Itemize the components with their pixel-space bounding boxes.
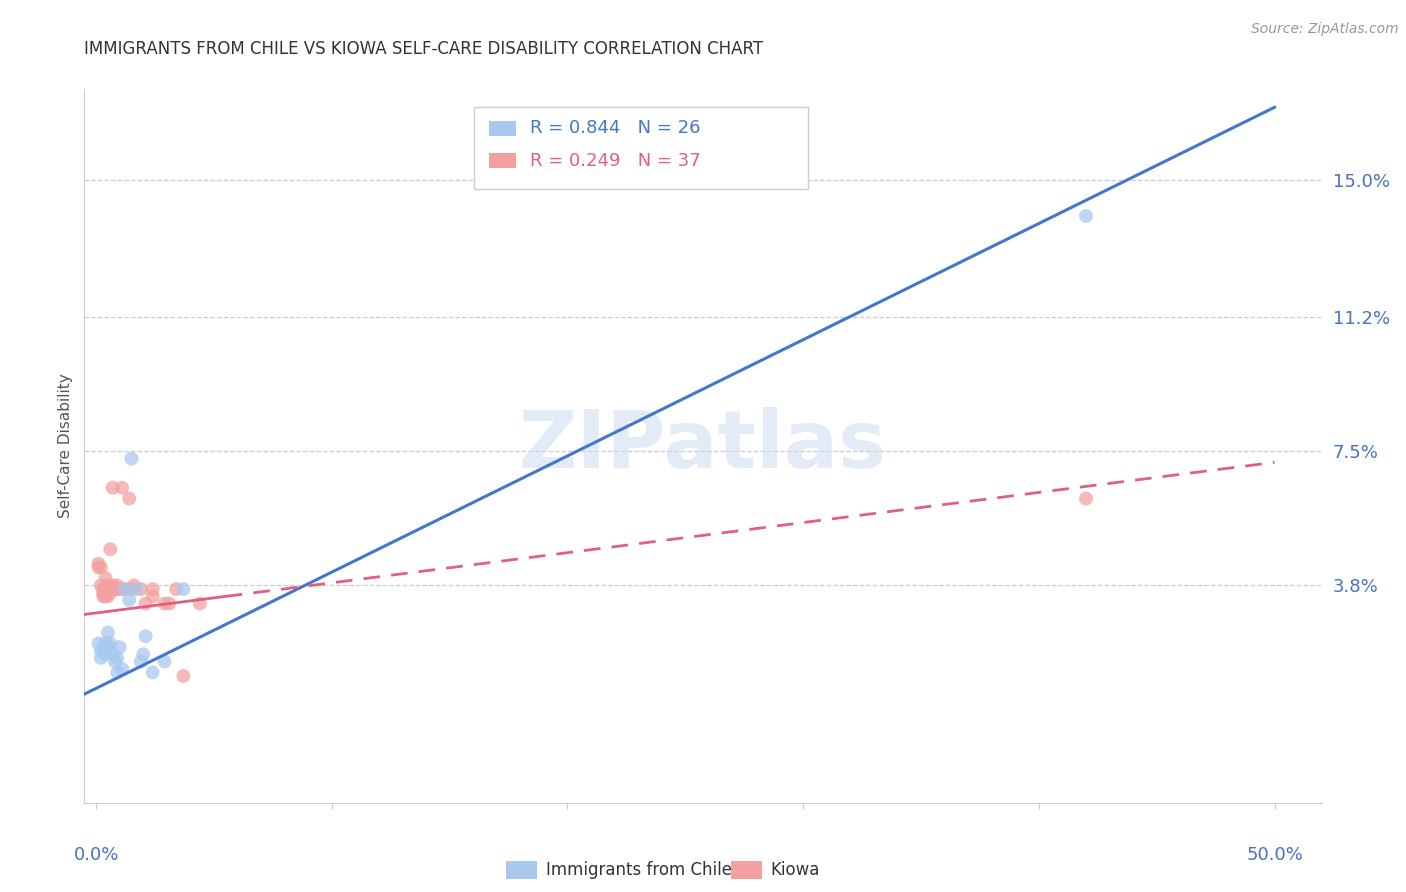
Point (97, 625, 120, 640)
Point (129, 582, 152, 596)
Point (105, 578, 128, 592)
Point (121, 582, 143, 596)
Point (101, 578, 124, 592)
Point (98, 542, 121, 557)
FancyBboxPatch shape (474, 107, 808, 189)
Point (94, 582, 117, 596)
Point (132, 648, 155, 662)
Point (104, 655, 127, 669)
Point (135, 629, 157, 643)
Point (94, 590, 117, 604)
Point (105, 665, 128, 680)
Point (111, 481, 134, 495)
Text: 50.0%: 50.0% (1246, 847, 1303, 864)
Point (94, 636, 117, 650)
Point (157, 597, 180, 611)
Point (1074, 491, 1097, 506)
Point (108, 640, 131, 654)
Point (90, 643, 112, 657)
Point (112, 582, 135, 596)
Text: IMMIGRANTS FROM CHILE VS KIOWA SELF-CARE DISABILITY CORRELATION CHART: IMMIGRANTS FROM CHILE VS KIOWA SELF-CARE… (84, 40, 763, 58)
Point (91, 640, 114, 654)
Point (98, 636, 121, 650)
Point (90, 651, 112, 665)
Point (172, 582, 194, 596)
Point (105, 582, 128, 596)
Text: Kiowa: Kiowa (770, 861, 820, 879)
Point (104, 582, 127, 596)
Point (90, 560, 112, 574)
Point (118, 593, 141, 607)
Point (101, 481, 124, 495)
Text: R = 0.249   N = 37: R = 0.249 N = 37 (530, 152, 700, 169)
Point (125, 582, 148, 596)
Point (1074, 209, 1097, 223)
Text: Immigrants from Chile: Immigrants from Chile (546, 861, 731, 879)
Point (153, 655, 176, 669)
Point (111, 662, 134, 676)
Point (142, 665, 165, 680)
Point (87, 557, 110, 571)
Point (112, 582, 135, 596)
Point (91, 582, 114, 596)
Point (118, 491, 141, 506)
Point (94, 648, 117, 662)
Point (165, 582, 187, 596)
Point (122, 578, 145, 592)
Point (91, 590, 114, 604)
Point (135, 597, 157, 611)
Point (105, 651, 128, 665)
Text: 0.0%: 0.0% (73, 847, 120, 864)
Point (97, 640, 120, 654)
Point (121, 451, 143, 466)
Point (153, 597, 176, 611)
Point (188, 597, 211, 611)
Point (142, 582, 165, 596)
Point (172, 669, 194, 683)
Point (97, 578, 120, 592)
Point (91, 585, 114, 599)
Point (90, 578, 112, 592)
Point (87, 636, 110, 650)
Point (98, 582, 121, 596)
Point (129, 655, 152, 669)
Point (101, 648, 124, 662)
Text: R = 0.844   N = 26: R = 0.844 N = 26 (530, 120, 700, 137)
Point (108, 582, 131, 596)
FancyBboxPatch shape (489, 153, 516, 169)
Point (97, 582, 120, 596)
Point (97, 590, 120, 604)
Text: ZIPatlas: ZIPatlas (519, 407, 887, 485)
Point (94, 571, 117, 585)
Point (142, 590, 165, 604)
Point (87, 560, 110, 574)
Text: Source: ZipAtlas.com: Source: ZipAtlas.com (1251, 22, 1399, 37)
FancyBboxPatch shape (489, 120, 516, 136)
Point (98, 585, 121, 599)
Y-axis label: Self-Care Disability: Self-Care Disability (58, 374, 73, 518)
